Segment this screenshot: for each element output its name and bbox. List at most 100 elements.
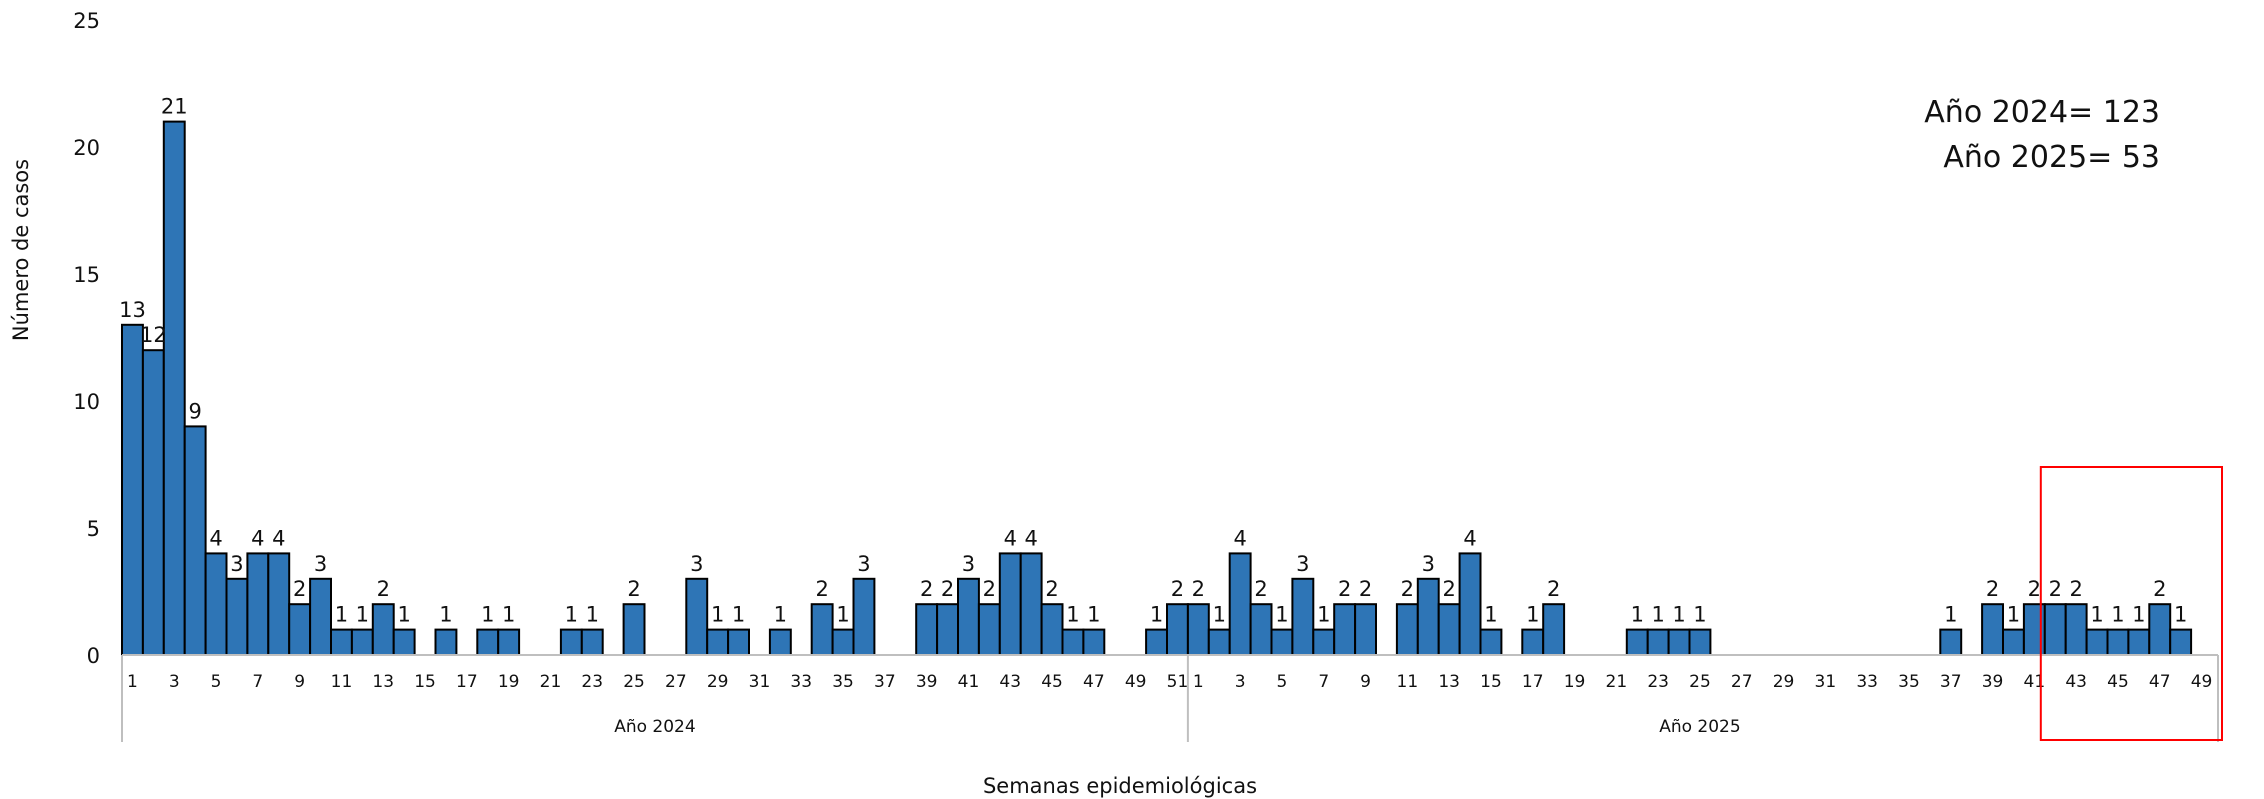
total-2025-annotation: Año 2025= 53 <box>1943 140 2160 175</box>
x-axis <box>121 654 2219 742</box>
bar-value-label: 3 <box>857 552 870 576</box>
bar-value-label: 1 <box>711 603 724 627</box>
bar <box>2127 628 2151 656</box>
bar <box>2148 603 2172 657</box>
bar <box>246 552 270 657</box>
bar-value-label: 1 <box>1631 603 1644 627</box>
bar-value-label: 2 <box>1986 577 1999 601</box>
bar <box>1228 552 1252 657</box>
bar-value-label: 1 <box>565 603 578 627</box>
bar <box>1019 552 1043 657</box>
x-tick-label: 25 <box>623 672 645 692</box>
bar <box>1270 628 1294 656</box>
bar-value-label: 3 <box>690 552 703 576</box>
x-tick-label: 3 <box>169 672 180 692</box>
x-tick-label: 39 <box>916 672 938 692</box>
y-tick-label: 5 <box>87 517 100 541</box>
x-tick-label: 39 <box>1982 672 2004 692</box>
bar-value-label: 4 <box>1233 526 1246 550</box>
x-tick-label: 37 <box>1940 672 1962 692</box>
bar-value-label: 1 <box>502 603 515 627</box>
x-tick-label: 19 <box>1564 672 1586 692</box>
bar <box>1312 628 1336 656</box>
bar-value-label: 2 <box>2069 577 2082 601</box>
x-tick-label: 17 <box>456 672 478 692</box>
bar <box>1646 628 1670 656</box>
x-tick-label: 7 <box>1318 672 1329 692</box>
x-tick-label: 15 <box>1480 672 1502 692</box>
x-tick-label: 13 <box>1438 672 1460 692</box>
bar-value-label: 2 <box>941 577 954 601</box>
bar-value-label: 1 <box>2090 603 2103 627</box>
bar <box>1437 603 1461 657</box>
bar <box>998 552 1022 657</box>
x-tick-label: 35 <box>832 672 854 692</box>
bar <box>1061 628 1085 656</box>
bar-value-label: 2 <box>1338 577 1351 601</box>
bar <box>309 577 333 656</box>
bar <box>1625 628 1649 656</box>
x-tick-label: 7 <box>252 672 263 692</box>
bar <box>580 628 604 656</box>
bar-value-label: 2 <box>815 577 828 601</box>
bar <box>1082 628 1106 656</box>
bar-value-label: 1 <box>1484 603 1497 627</box>
bar <box>1521 628 1545 656</box>
totals-annotation: Año 2024= 123 Año 2025= 53 <box>1924 95 2160 175</box>
bar <box>476 628 500 656</box>
bar <box>1981 603 2004 657</box>
bar-value-label: 1 <box>1672 603 1685 627</box>
x-tick-label: 23 <box>581 672 603 692</box>
bar-value-label: 1 <box>1317 603 1330 627</box>
x-tick-label: 15 <box>414 672 436 692</box>
y-tick-label: 15 <box>73 263 100 287</box>
x-axis-tick-labels: 1 3 5 7 9 11 13 15 17 19 21 23 25 27 29 31 33 35 37 39 41 43 4… <box>127 672 2212 692</box>
bar <box>1542 603 1566 657</box>
bar <box>852 577 876 656</box>
bar-value-label: 4 <box>272 526 285 550</box>
bar <box>1688 628 1712 656</box>
bar <box>1479 628 1503 656</box>
bar <box>1249 603 1273 657</box>
bar <box>1207 628 1231 656</box>
group-label: Año 2025 <box>1659 717 1740 737</box>
x-tick-label: 43 <box>999 672 1021 692</box>
bar-value-label: 1 <box>2174 603 2187 627</box>
bar <box>1166 603 1189 657</box>
x-tick-label: 49 <box>1125 672 1147 692</box>
bar-value-label: 13 <box>119 298 146 322</box>
bar-value-label: 2 <box>1192 577 1205 601</box>
bar <box>2169 628 2193 656</box>
bar-value-label: 1 <box>1526 603 1539 627</box>
x-tick-label: 27 <box>1731 672 1753 692</box>
bar-value-label: 1 <box>1944 603 1957 627</box>
bar <box>810 603 834 657</box>
x-axis-group-labels: Año 2024 Año 2025 <box>614 717 1740 737</box>
bar-value-label: 1 <box>774 603 787 627</box>
bar-value-label: 2 <box>377 577 390 601</box>
bar-value-label: 1 <box>439 603 452 627</box>
total-2024-annotation: Año 2024= 123 <box>1924 95 2160 130</box>
x-tick-label: 29 <box>707 672 729 692</box>
x-tick-label: 1 <box>127 672 138 692</box>
group-label: Año 2024 <box>614 717 695 737</box>
bar <box>706 628 730 656</box>
bar <box>685 577 709 656</box>
bar <box>1333 603 1357 657</box>
x-tick-label: 13 <box>372 672 394 692</box>
bar <box>1939 628 1963 656</box>
x-tick-label: 23 <box>1647 672 1669 692</box>
bar-value-label: 3 <box>1422 552 1435 576</box>
x-tick-label: 17 <box>1522 672 1544 692</box>
x-tick-label: 5 <box>1277 672 1288 692</box>
x-tick-label: 9 <box>1360 672 1371 692</box>
bar <box>183 425 207 656</box>
x-tick-label: 33 <box>1856 672 1878 692</box>
x-tick-label: 45 <box>2107 672 2129 692</box>
bar-value-label: 1 <box>335 603 348 627</box>
bar-value-label: 2 <box>983 577 996 601</box>
x-tick-label: 31 <box>1815 672 1837 692</box>
x-tick-label: 43 <box>2065 672 2087 692</box>
bar-value-label: 1 <box>2007 603 2020 627</box>
